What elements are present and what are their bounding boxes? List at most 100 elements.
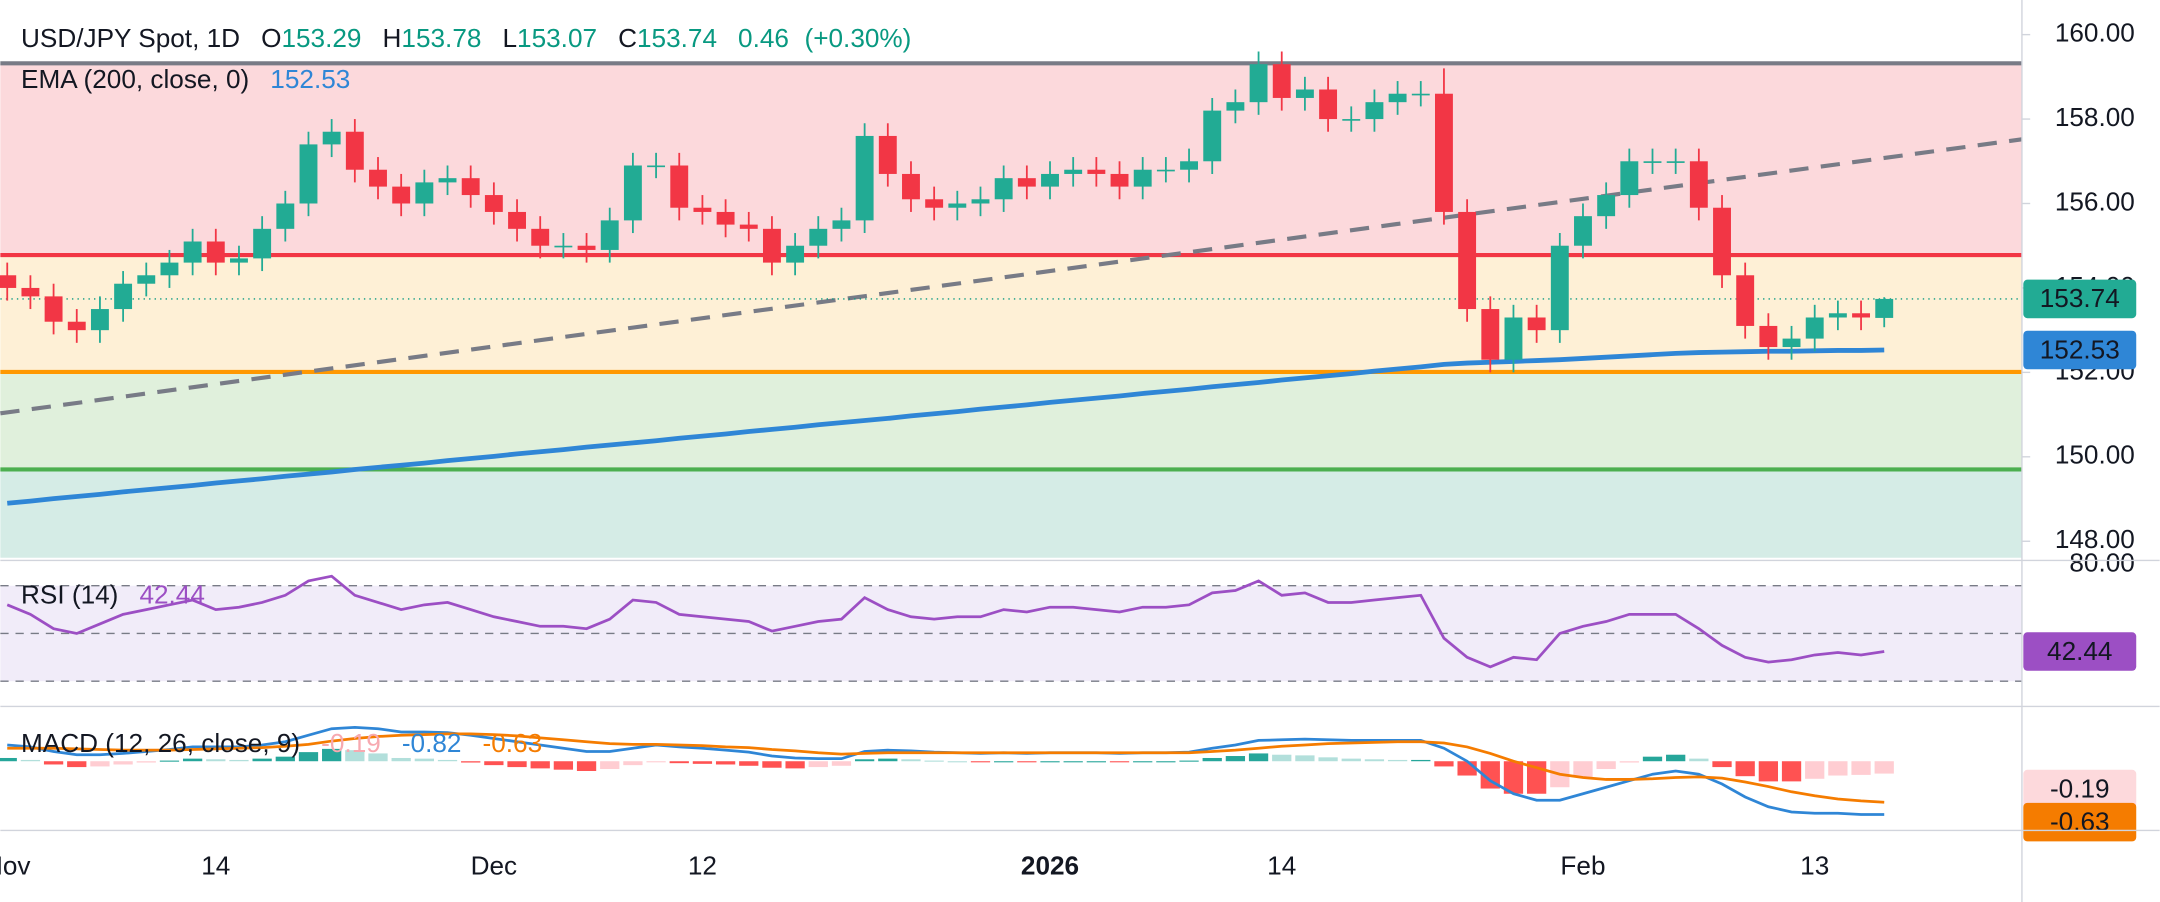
candle-body bbox=[554, 245, 573, 248]
candle-body bbox=[1180, 161, 1198, 170]
candle-body bbox=[1017, 178, 1036, 187]
candle-body bbox=[1550, 245, 1569, 331]
histogram-bar bbox=[878, 758, 898, 762]
histogram-bar bbox=[576, 761, 597, 771]
y-tick-label: 156.00 bbox=[2055, 186, 2135, 216]
x-tick-label: 2026 bbox=[1021, 850, 1079, 880]
histogram-bar bbox=[970, 761, 991, 763]
signal-line bbox=[7, 732, 1885, 804]
histogram-bar bbox=[739, 761, 759, 766]
candle-body bbox=[1272, 64, 1291, 98]
candle-body bbox=[1620, 161, 1639, 196]
histogram-bar bbox=[206, 759, 226, 762]
histogram-bar bbox=[901, 759, 921, 762]
y-tick-label: 158.00 bbox=[2055, 102, 2135, 132]
candle-body bbox=[1156, 169, 1175, 172]
candle-body bbox=[971, 199, 990, 204]
macd-legend: MACD (12, 26, close, 9) -0.19 -0.82 -0.6… bbox=[21, 728, 542, 758]
histogram-bar bbox=[20, 759, 41, 762]
histogram-bar bbox=[1133, 761, 1153, 763]
candle-body bbox=[1295, 89, 1314, 98]
candle-body bbox=[1828, 313, 1847, 318]
histogram-bar bbox=[1156, 761, 1176, 763]
candle-body bbox=[392, 186, 411, 204]
candle-body bbox=[1041, 173, 1059, 187]
histogram-bar bbox=[1805, 761, 1825, 779]
ohlc-value: 153.29 bbox=[281, 23, 361, 53]
candle-body bbox=[716, 211, 735, 225]
histogram-bar bbox=[159, 760, 180, 762]
histogram-bar bbox=[762, 761, 782, 768]
x-tick-label: 14 bbox=[1267, 850, 1296, 880]
candle-body bbox=[1087, 169, 1106, 174]
histogram-bar bbox=[136, 761, 156, 763]
candle-body bbox=[67, 321, 86, 331]
candle-body bbox=[809, 228, 828, 246]
histogram-bar bbox=[1735, 761, 1755, 777]
candle-body bbox=[577, 245, 596, 250]
histogram-tag: -0.19 bbox=[2050, 773, 2110, 803]
candle-body bbox=[994, 178, 1013, 200]
candle-body bbox=[461, 178, 480, 196]
candle-body bbox=[1666, 161, 1685, 163]
candle-body bbox=[345, 131, 364, 170]
candle-body bbox=[114, 283, 133, 310]
y-tick-label: 160.00 bbox=[2055, 18, 2135, 48]
histogram-bar bbox=[1480, 761, 1500, 789]
signal-tag-bg bbox=[2023, 802, 2137, 842]
histogram-bar bbox=[90, 761, 110, 767]
histogram-bar bbox=[1295, 755, 1315, 762]
rsi-value: 42.44 bbox=[139, 579, 204, 609]
candle-body bbox=[1110, 173, 1129, 187]
histogram-bar bbox=[1642, 756, 1663, 762]
histogram-bar bbox=[1017, 761, 1037, 763]
candle-body bbox=[948, 203, 967, 208]
ema-name: EMA (200, close, 0) bbox=[21, 64, 249, 94]
histogram-bar bbox=[298, 752, 319, 762]
histogram-bar bbox=[391, 757, 411, 762]
ohlc-label: H bbox=[383, 23, 402, 53]
histogram-bar bbox=[1411, 759, 1431, 762]
histogram-bar bbox=[669, 761, 689, 764]
candle-body bbox=[1365, 102, 1384, 120]
signal-tag: -0.63 bbox=[2050, 806, 2110, 836]
candle-body bbox=[623, 165, 642, 221]
signal-value: -0.63 bbox=[483, 728, 543, 758]
ohlc-label: C bbox=[618, 23, 637, 53]
ema-value: 152.53 bbox=[270, 64, 350, 94]
candle-body bbox=[1852, 313, 1871, 318]
candle-body bbox=[902, 173, 920, 200]
histogram-bar bbox=[1248, 753, 1269, 762]
last-price-tag: 153.74 bbox=[2040, 283, 2120, 313]
candle-body bbox=[693, 207, 712, 212]
histogram-bar bbox=[1063, 761, 1083, 763]
histogram-bar bbox=[1573, 761, 1593, 778]
candle-body bbox=[1388, 93, 1407, 103]
histogram-bar bbox=[994, 761, 1014, 763]
candle-body bbox=[1597, 195, 1616, 217]
candle-body bbox=[0, 275, 17, 288]
histogram-bar bbox=[275, 756, 295, 762]
histogram-bar bbox=[623, 761, 643, 766]
histogram-bar bbox=[252, 758, 272, 762]
candle-body bbox=[438, 178, 457, 183]
candle-body bbox=[1875, 298, 1894, 318]
candle-body bbox=[183, 241, 202, 263]
candle-body bbox=[1226, 102, 1245, 111]
histogram-bar bbox=[1434, 761, 1454, 767]
histogram-bar bbox=[1596, 761, 1616, 770]
histogram-bar bbox=[182, 758, 203, 762]
trendline bbox=[0, 137, 2023, 416]
x-tick-label: Nov bbox=[0, 850, 30, 880]
histogram-tag-bg bbox=[2023, 769, 2137, 809]
histogram-bar bbox=[1364, 759, 1385, 762]
overlays: 153.74 152.53 42.44 -0.19-0.63 bbox=[2023, 279, 2137, 842]
histogram-bar bbox=[715, 761, 736, 765]
candle-body bbox=[1319, 89, 1338, 120]
y-tick-label: 148.00 bbox=[2055, 524, 2135, 554]
candle-body bbox=[1759, 325, 1778, 348]
candle-body bbox=[1249, 64, 1268, 103]
change: 0.46 bbox=[738, 23, 789, 53]
panes: 160.00158.00156.00154.00152.00150.00148.… bbox=[0, 18, 2135, 880]
histogram-bar bbox=[1272, 754, 1292, 762]
